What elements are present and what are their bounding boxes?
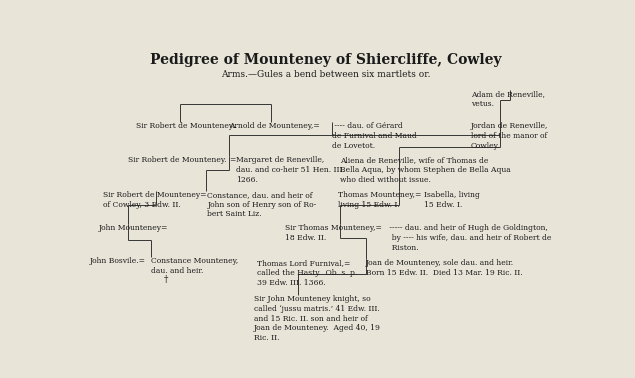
Text: Jordan de Reneville,
lord of the manor of
Cowley.: Jordan de Reneville, lord of the manor o… — [471, 122, 548, 150]
Text: Adam de Reneville,
vetus.: Adam de Reneville, vetus. — [471, 90, 545, 108]
Text: John Bosvile.=: John Bosvile.= — [89, 257, 145, 265]
Text: Constance Mounteney,
dau. and heir.: Constance Mounteney, dau. and heir. — [150, 257, 238, 275]
Text: John Mounteney=: John Mounteney= — [99, 225, 168, 232]
Text: Pedigree of Mounteney of Shiercliffe, Cowley: Pedigree of Mounteney of Shiercliffe, Co… — [150, 53, 501, 67]
Text: Thomas Mounteney,=
living 15 Edw. I.: Thomas Mounteney,= living 15 Edw. I. — [338, 191, 421, 209]
Text: Arnold de Mounteney,=: Arnold de Mounteney,= — [229, 122, 320, 130]
Text: Isabella, living
15 Edw. I.: Isabella, living 15 Edw. I. — [424, 191, 479, 209]
Text: Aliena de Reneville, wife of Thomas de
Bella Aqua, by whom Stephen de Bella Aqua: Aliena de Reneville, wife of Thomas de B… — [340, 156, 511, 184]
Text: Sir Robert de Mounteney=
of Cowley, 3 Edw. II.: Sir Robert de Mounteney= of Cowley, 3 Ed… — [103, 191, 206, 209]
Text: =: = — [229, 156, 236, 164]
Text: Margaret de Reneville,
dau. and co-heir 51 Hen. III.
1266.: Margaret de Reneville, dau. and co-heir … — [236, 156, 345, 184]
Text: Thomas Lord Furnival,=
called the Hasty.  Ob. s. p.
39 Edw. III. 1366.: Thomas Lord Furnival,= called the Hasty.… — [257, 259, 357, 287]
Text: Sir Robert de Mounteney.: Sir Robert de Mounteney. — [128, 156, 226, 164]
Text: Joan de Mounteney, sole dau. and heir.
Born 15 Edw. II.  Died 13 Mar. 19 Ric. II: Joan de Mounteney, sole dau. and heir. B… — [366, 259, 523, 277]
Text: †: † — [163, 275, 168, 284]
Text: Sir John Mounteney knight, so
called ‘jussu matris.’ 41 Edw. III.
and 15 Ric. II: Sir John Mounteney knight, so called ‘ju… — [254, 295, 381, 342]
Text: ---- dau. of Gérard
de Furnival and Maud
de Lovetot.: ---- dau. of Gérard de Furnival and Maud… — [332, 122, 417, 150]
Text: Constance, dau. and heir of
John son of Henry son of Ro-
bert Saint Liz.: Constance, dau. and heir of John son of … — [207, 191, 317, 218]
Text: ----- dau. and heir of Hugh de Goldington,
  by ---- his wife, dau. and heir of : ----- dau. and heir of Hugh de Goldingto… — [387, 225, 551, 252]
Text: Arms.—Gules a bend between six martlets or.: Arms.—Gules a bend between six martlets … — [221, 70, 430, 79]
Text: Sir Thomas Mounteney,=
18 Edw. II.: Sir Thomas Mounteney,= 18 Edw. II. — [285, 225, 382, 242]
Text: Sir Robert de Mounteney.: Sir Robert de Mounteney. — [136, 122, 234, 130]
